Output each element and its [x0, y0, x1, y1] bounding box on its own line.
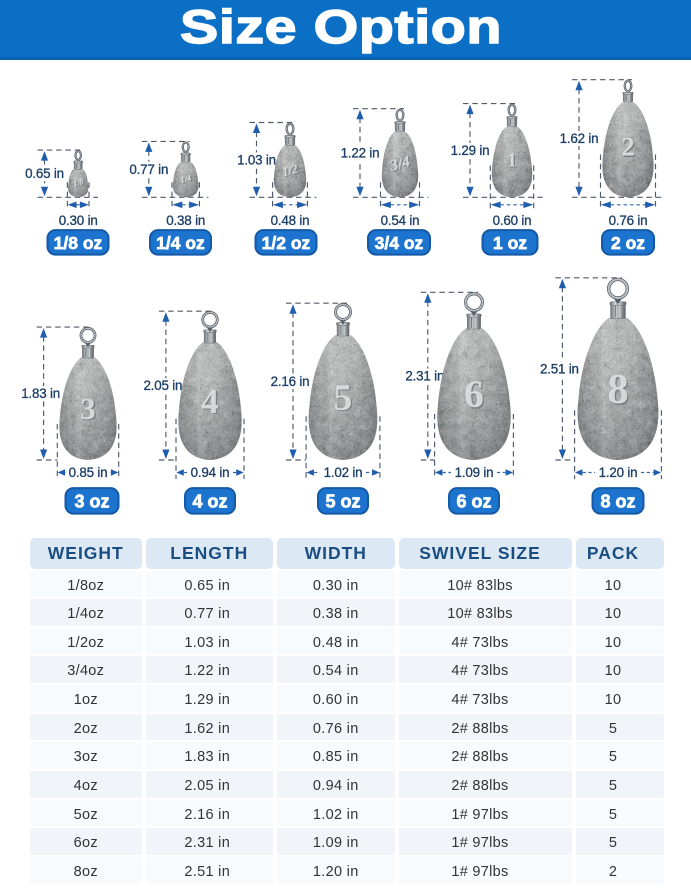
svg-text:2.16 in: 2.16 in [271, 374, 310, 389]
svg-text:1/8: 1/8 [72, 177, 84, 188]
svg-text:6: 6 [464, 372, 484, 416]
svg-text:0.65 in: 0.65 in [25, 166, 64, 181]
svg-text:2.05 in: 2.05 in [143, 378, 182, 393]
svg-text:1/2 oz: 1/2 oz [262, 233, 311, 253]
svg-text:2: 2 [623, 133, 636, 163]
svg-text:0.94 in: 0.94 in [191, 465, 230, 480]
svg-text:0.48 in: 0.48 in [271, 213, 310, 228]
svg-text:5: 5 [335, 379, 354, 420]
svg-text:0.54 in: 0.54 in [381, 213, 420, 228]
svg-text:4: 4 [201, 382, 219, 421]
svg-text:0.77 in: 0.77 in [129, 162, 168, 177]
svg-text:6 oz: 6 oz [456, 491, 491, 511]
svg-text:2.51 in: 2.51 in [540, 361, 579, 376]
svg-text:4 oz: 4 oz [192, 491, 227, 511]
svg-text:0.38 in: 0.38 in [166, 213, 205, 228]
svg-text:0.85 in: 0.85 in [69, 465, 108, 480]
svg-text:0.60 in: 0.60 in [493, 213, 532, 228]
svg-text:8: 8 [609, 367, 630, 414]
svg-text:6: 6 [465, 374, 485, 418]
svg-text:3/4: 3/4 [387, 153, 412, 175]
svg-text:1/4: 1/4 [181, 173, 194, 185]
svg-text:2 oz: 2 oz [611, 233, 645, 253]
svg-text:1.09 in: 1.09 in [455, 465, 494, 480]
svg-text:1.83 in: 1.83 in [21, 386, 60, 401]
svg-text:1/2: 1/2 [282, 163, 301, 181]
svg-text:1/2: 1/2 [280, 162, 299, 180]
svg-text:1.20 in: 1.20 in [599, 465, 638, 480]
svg-text:4: 4 [202, 383, 220, 422]
svg-text:1.62 in: 1.62 in [560, 131, 599, 146]
svg-text:1/4: 1/4 [179, 172, 192, 184]
svg-text:3: 3 [80, 391, 95, 426]
svg-text:1/8: 1/8 [74, 178, 86, 189]
svg-text:2: 2 [621, 132, 634, 162]
svg-text:3 oz: 3 oz [74, 491, 109, 511]
svg-text:1.02 in: 1.02 in [324, 465, 363, 480]
svg-text:3/4: 3/4 [389, 154, 414, 176]
svg-text:1.03 in: 1.03 in [237, 152, 276, 167]
svg-text:8: 8 [607, 366, 628, 413]
svg-text:0.76 in: 0.76 in [609, 213, 648, 228]
svg-text:1.22 in: 1.22 in [341, 146, 380, 161]
svg-text:2.31 in: 2.31 in [405, 369, 444, 384]
svg-text:3: 3 [82, 392, 97, 427]
svg-text:5 oz: 5 oz [325, 491, 360, 511]
svg-text:1/4 oz: 1/4 oz [156, 233, 205, 253]
svg-text:3/4 oz: 3/4 oz [375, 233, 424, 253]
svg-text:8 oz: 8 oz [600, 491, 635, 511]
svg-text:0.30 in: 0.30 in [59, 213, 98, 228]
svg-text:1.29 in: 1.29 in [451, 143, 490, 158]
svg-text:1/8 oz: 1/8 oz [54, 233, 103, 253]
svg-text:1 oz: 1 oz [493, 233, 527, 253]
svg-text:1: 1 [508, 151, 518, 173]
svg-text:5: 5 [334, 378, 353, 419]
svg-text:1: 1 [507, 149, 517, 171]
